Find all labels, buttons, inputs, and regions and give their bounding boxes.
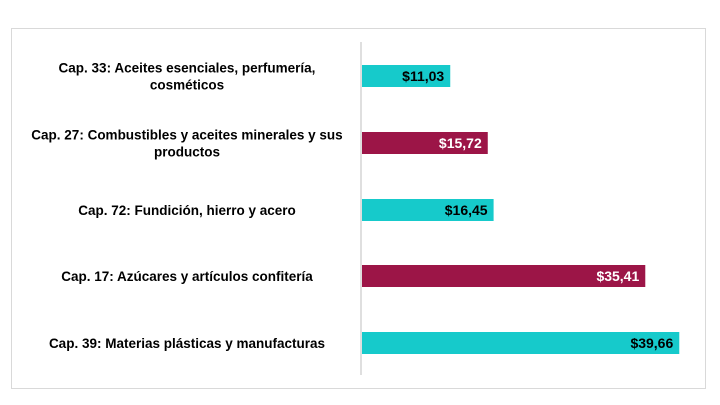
bar-2 [362, 199, 494, 221]
category-label-2: Cap. 72: Fundición, hierro y acero [78, 203, 296, 218]
category-label-3: Cap. 17: Azúcares y artículos confitería [61, 269, 313, 284]
bar-4 [362, 332, 680, 354]
value-label-4: $39,66 [630, 335, 673, 351]
bar-3 [362, 265, 646, 287]
value-label-1: $15,72 [439, 135, 482, 151]
category-label-0: Cap. 33: Aceites esenciales, perfumería,… [59, 61, 316, 93]
bar-1 [362, 132, 488, 154]
value-label-3: $35,41 [596, 268, 639, 284]
bar-0 [362, 65, 451, 87]
category-label-1: Cap. 27: Combustibles y aceites minerale… [31, 128, 342, 160]
value-label-2: $16,45 [445, 202, 488, 218]
value-label-0: $11,03 [402, 68, 444, 84]
category-label-4: Cap. 39: Materias plásticas y manufactur… [49, 336, 325, 351]
chart-frame [11, 28, 706, 389]
